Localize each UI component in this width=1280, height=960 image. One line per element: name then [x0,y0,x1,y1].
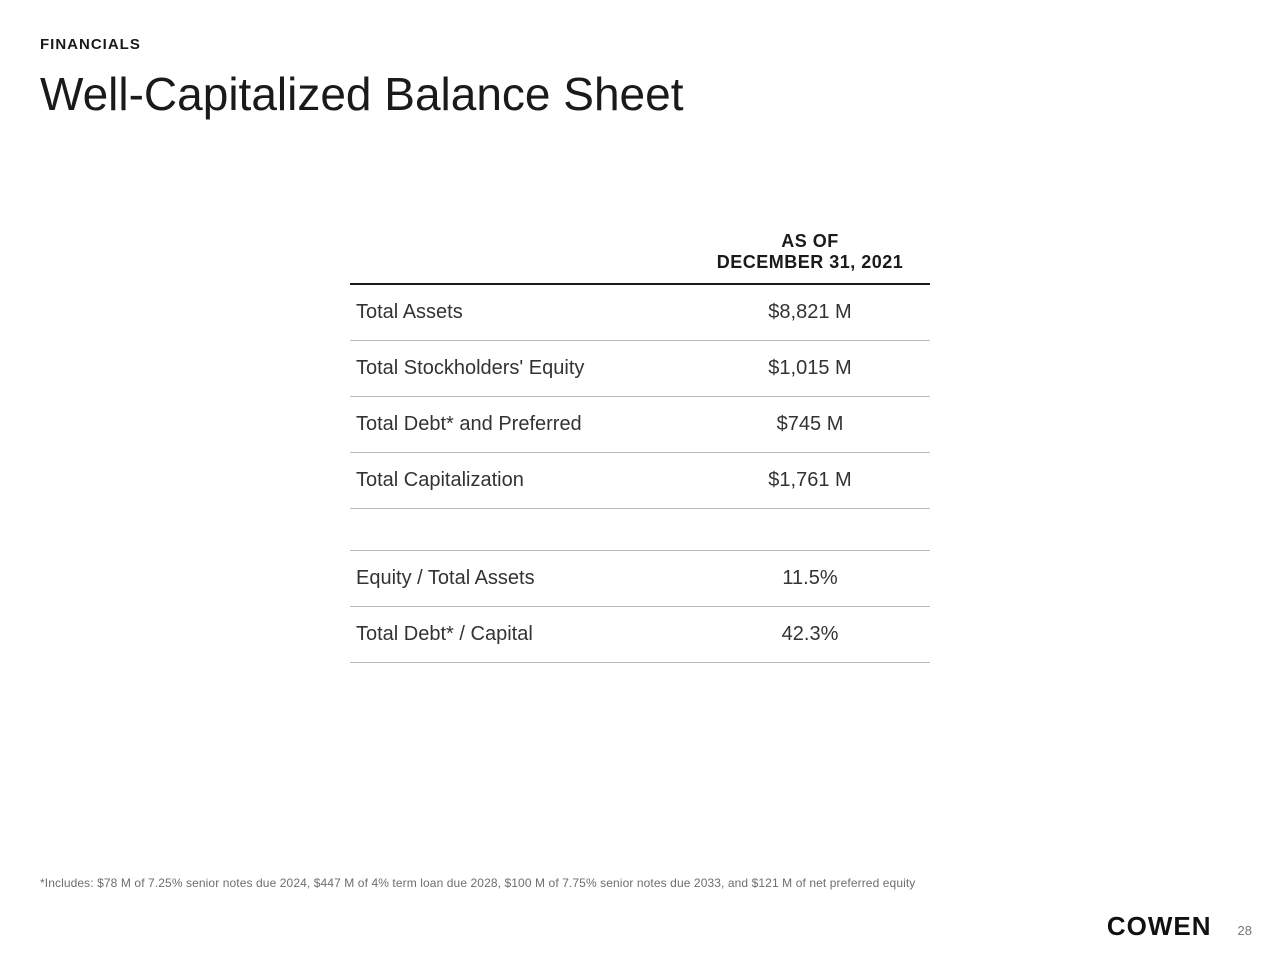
row-label: Total Stockholders' Equity [350,341,690,397]
table-header-empty [350,231,690,284]
table-row: Total Capitalization $1,761 M [350,453,930,509]
row-label: Total Debt* / Capital [350,607,690,663]
footer: COWEN 28 [1107,911,1252,942]
table-row: Total Assets $8,821 M [350,284,930,341]
page-number: 28 [1238,923,1252,938]
row-value: $1,015 M [690,341,930,397]
row-label: Equity / Total Assets [350,551,690,607]
table-row: Total Debt* / Capital 42.3% [350,607,930,663]
row-label: Total Capitalization [350,453,690,509]
row-label: Total Debt* and Preferred [350,397,690,453]
footnote: *Includes: $78 M of 7.25% senior notes d… [40,876,915,890]
row-value: $745 M [690,397,930,453]
section-eyebrow: FINANCIALS [40,36,1240,53]
table-row: Total Stockholders' Equity $1,015 M [350,341,930,397]
row-value: 42.3% [690,607,930,663]
page-title: Well-Capitalized Balance Sheet [40,67,1240,121]
table-header-date: AS OF DECEMBER 31, 2021 [690,231,930,284]
table-row: Equity / Total Assets 11.5% [350,551,930,607]
row-value: $1,761 M [690,453,930,509]
slide: FINANCIALS Well-Capitalized Balance Shee… [0,0,1280,960]
table-spacer [350,509,930,551]
table-row: Total Debt* and Preferred $745 M [350,397,930,453]
row-value: $8,821 M [690,284,930,341]
row-label: Total Assets [350,284,690,341]
table-header-line1: AS OF [690,231,930,252]
company-logo: COWEN [1107,911,1212,942]
table-header-line2: DECEMBER 31, 2021 [690,252,930,273]
row-value: 11.5% [690,551,930,607]
balance-sheet-table: AS OF DECEMBER 31, 2021 Total Assets $8,… [350,231,930,663]
